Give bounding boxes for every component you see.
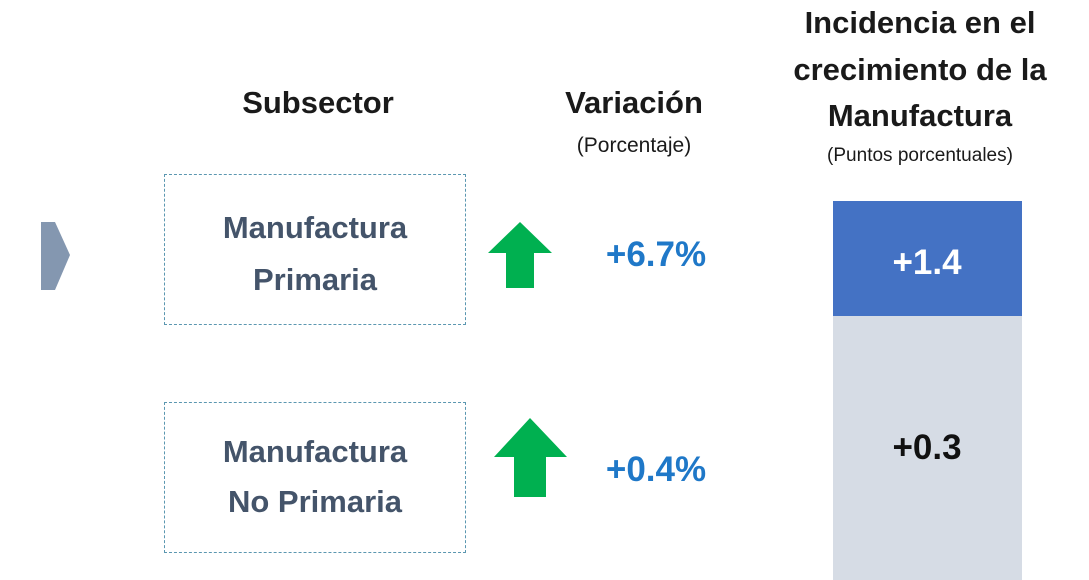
subsector-box bbox=[164, 174, 466, 325]
variation-value: +0.4% bbox=[605, 450, 707, 489]
incidence-value: +0.3 bbox=[892, 428, 962, 467]
subsector-header: Subsector bbox=[242, 85, 394, 120]
subsector-box bbox=[164, 402, 466, 553]
incidence-subtitle: (Puntos porcentuales) bbox=[827, 145, 1013, 166]
variation-value: +6.7% bbox=[605, 235, 707, 274]
incidence-value: +1.4 bbox=[892, 243, 962, 282]
incidence-block bbox=[833, 316, 1022, 580]
up-arrow bbox=[488, 222, 552, 288]
subsector-name: Primaria bbox=[252, 262, 378, 297]
incidence-header: Incidencia en el bbox=[804, 5, 1036, 40]
up-arrow bbox=[494, 418, 567, 497]
incidence-block bbox=[833, 201, 1022, 316]
subsector-name: Manufactura bbox=[222, 434, 408, 469]
subsector-name: Manufactura bbox=[222, 210, 408, 245]
variation-header: Variación bbox=[565, 85, 703, 120]
pointer-arrow bbox=[41, 222, 70, 290]
variation-subtitle: (Porcentaje) bbox=[576, 134, 692, 157]
incidence-header: Manufactura bbox=[827, 98, 1013, 133]
subsector-name: No Primaria bbox=[227, 484, 403, 519]
incidence-header: crecimiento de la bbox=[793, 52, 1047, 87]
